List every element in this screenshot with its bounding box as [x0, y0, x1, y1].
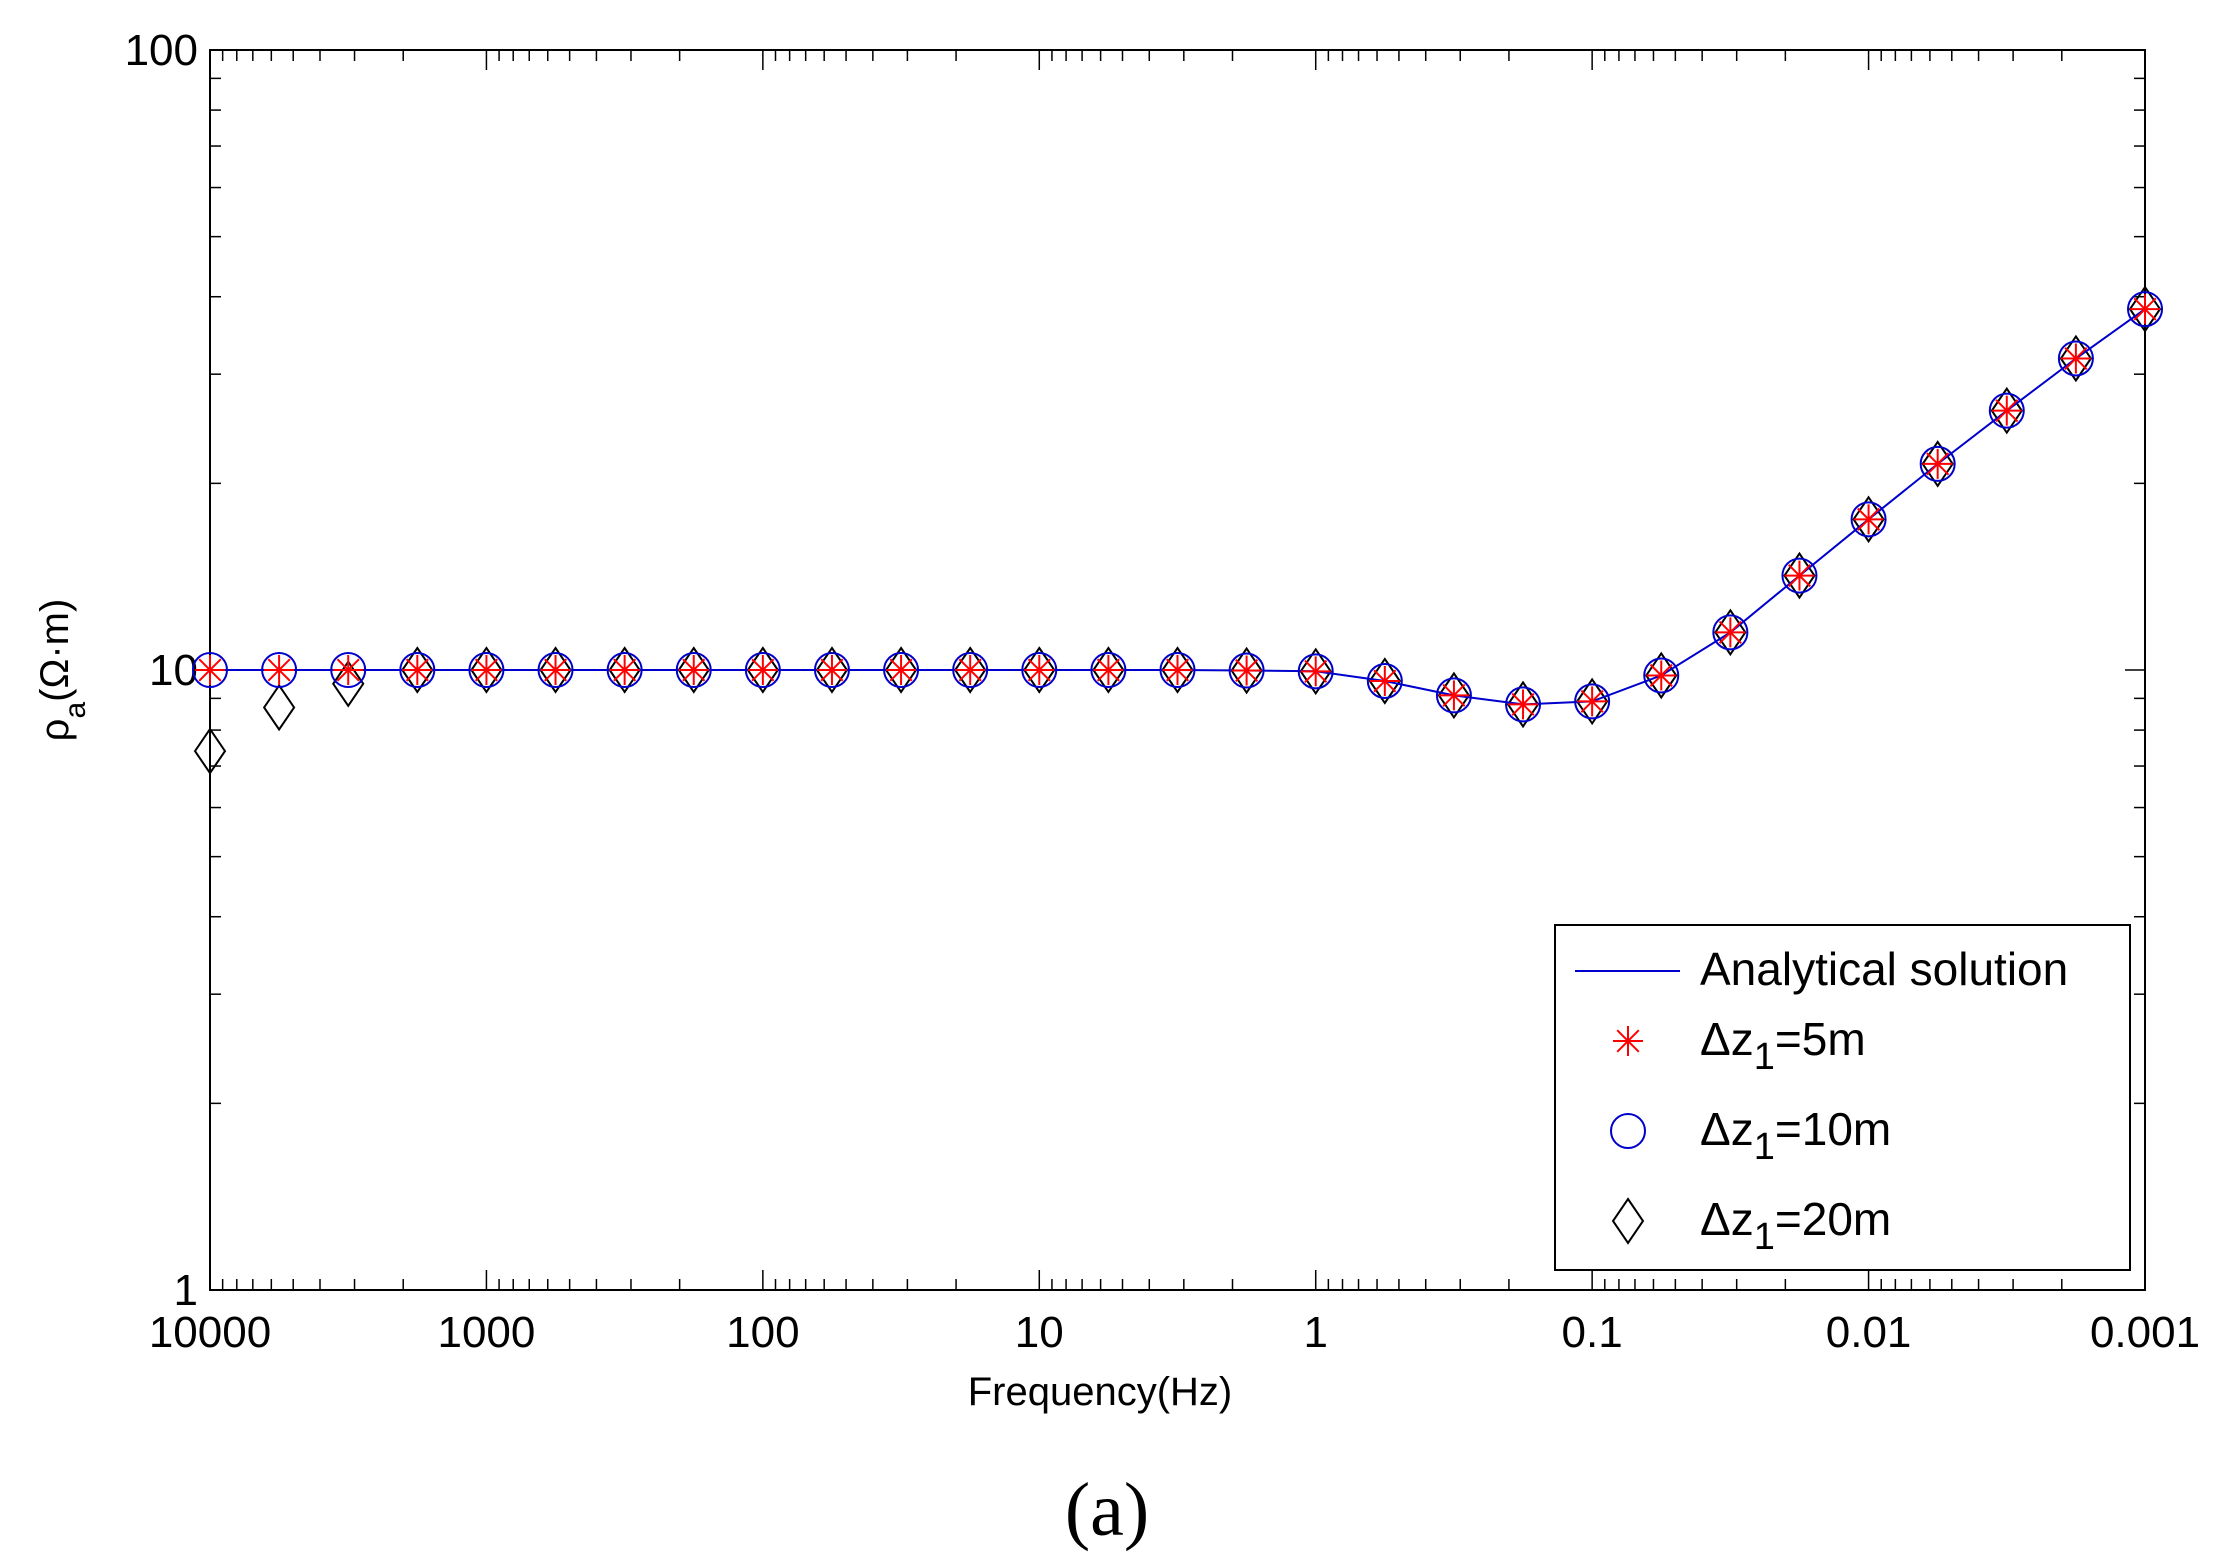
diamond-marker [1023, 646, 1056, 694]
y-axis-label-sub: a [59, 702, 92, 719]
legend-box [1554, 924, 2131, 1271]
asterisk-marker [816, 655, 847, 685]
asterisk-marker [678, 655, 709, 685]
asterisk-marker [1991, 395, 2022, 426]
legend-label: Δz1=20m [1700, 1193, 1891, 1258]
legend-entry: Δz1=20m [1611, 1193, 1891, 1258]
circle-marker [1781, 557, 1818, 594]
diamond-marker [608, 646, 641, 694]
series-asterisk-points [195, 294, 2160, 720]
diamond-marker [1299, 647, 1332, 696]
y-axis-label-main: ρ [33, 719, 77, 742]
asterisk-marker [886, 655, 917, 685]
diamond-marker [815, 646, 849, 694]
diamond-marker [1161, 646, 1194, 694]
diamond-marker [401, 646, 434, 694]
asterisk-marker [1715, 617, 1746, 648]
x-tick-label: 1 [1303, 1308, 1327, 1357]
circle-marker [1610, 1113, 1646, 1149]
circle-marker [1643, 657, 1680, 694]
legend-entry: Δz1=10m [1610, 1103, 1891, 1168]
y-axis-label-rest: (Ω·m) [33, 599, 77, 702]
x-tick-label: 10 [1015, 1308, 1064, 1357]
asterisk-marker [1093, 655, 1124, 685]
diamond-marker [1506, 680, 1540, 729]
asterisk-marker [1438, 680, 1469, 711]
circle-marker [1366, 662, 1403, 699]
y-tick-label: 1 [174, 1266, 198, 1315]
y-axis-label: ρa(Ω·m) [33, 599, 92, 742]
diamond-marker [193, 727, 227, 775]
diamond-marker [953, 646, 987, 694]
circle-marker [1850, 501, 1887, 538]
asterisk-marker [333, 655, 364, 685]
diamond-marker [332, 660, 365, 708]
legend-label: Δz1=10m [1700, 1103, 1891, 1168]
asterisk-marker [1784, 560, 1815, 591]
y-tick-label: 10 [149, 646, 198, 695]
asterisk-marker [1646, 660, 1677, 691]
circle-marker [2057, 340, 2094, 377]
x-tick-label: 10000 [149, 1308, 271, 1357]
asterisk-marker [264, 655, 295, 685]
series-layer [192, 285, 2163, 775]
legend: Analytical solution Δz1=5m Δz1=10m Δz1=20m [1554, 924, 2131, 1271]
diamond-marker [1575, 677, 1609, 726]
x-tick-label: 0.001 [2090, 1308, 2200, 1357]
diamond-marker [1092, 646, 1125, 694]
legend-entry: Δz1=5m [1613, 1013, 1866, 1078]
asterisk-marker [2130, 294, 2160, 325]
diamond-marker [1437, 671, 1471, 720]
y-tick-label: 100 [125, 26, 198, 75]
diamond-marker [539, 646, 572, 694]
y-tick-labels: 1 10 100 [125, 26, 198, 1315]
x-tick-label: 0.1 [1562, 1308, 1623, 1357]
x-tick-labels: 10000 1000 100 10 1 0.1 0.01 0.001 [149, 1308, 2200, 1357]
asterisk-marker [1369, 665, 1400, 696]
asterisk-marker [1300, 656, 1331, 687]
diamond-marker [677, 646, 710, 694]
asterisk-marker [540, 655, 571, 685]
circle-marker [2127, 291, 2163, 328]
asterisk-marker [955, 655, 986, 685]
asterisk-marker [402, 655, 433, 685]
asterisk-marker [1922, 448, 1953, 479]
asterisk-marker [2060, 343, 2091, 374]
x-tick-label: 0.01 [1826, 1308, 1912, 1357]
circle-marker [1988, 392, 2025, 429]
asterisk-marker [1024, 655, 1055, 685]
x-axis-label: Frequency(Hz) [968, 1370, 1233, 1414]
diamond-marker [262, 683, 296, 732]
legend-label: Δz1=5m [1700, 1013, 1866, 1078]
diamond-marker [1368, 657, 1402, 705]
circle-marker [1919, 445, 1956, 482]
asterisk-marker [1853, 504, 1884, 535]
asterisk-marker [1162, 655, 1193, 685]
asterisk-marker [609, 655, 640, 685]
x-tick-label: 1000 [437, 1308, 535, 1357]
asterisk-marker [747, 655, 778, 685]
diamond-marker [1611, 1197, 1645, 1245]
diamond-marker [884, 646, 918, 694]
panel-label: (a) [1065, 1468, 1149, 1552]
asterisk-marker [471, 655, 502, 685]
circle-marker [1712, 614, 1749, 651]
legend-entry: Analytical solution [1575, 943, 2068, 995]
tick-marks [210, 50, 2145, 1290]
circle-marker [1435, 677, 1472, 714]
legend-entries: Analytical solution Δz1=5m Δz1=10m Δz1=20m [1575, 943, 2068, 1258]
asterisk-marker [1231, 655, 1262, 686]
diamond-marker [2128, 285, 2162, 333]
x-tick-label: 100 [726, 1308, 799, 1357]
asterisk-marker [195, 655, 225, 685]
asterisk-marker [1508, 689, 1539, 720]
asterisk-marker [1577, 686, 1608, 717]
diamond-marker [470, 646, 503, 694]
legend-label: Analytical solution [1700, 943, 2068, 995]
diamond-marker [1230, 646, 1263, 695]
asterisk-marker [1613, 1026, 1643, 1056]
diamond-marker [746, 646, 780, 694]
